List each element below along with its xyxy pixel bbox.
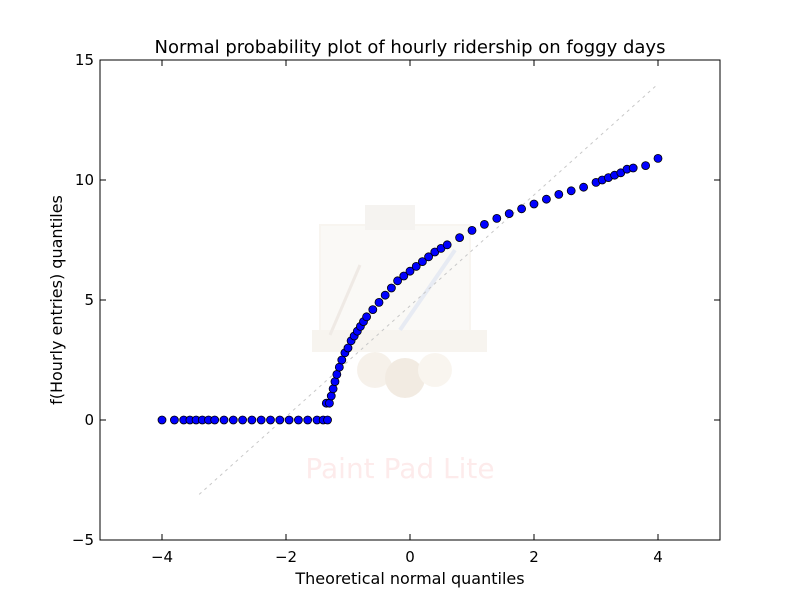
data-point: [293, 415, 303, 425]
data-point: [247, 415, 257, 425]
data-point: [368, 305, 378, 315]
data-point: [157, 415, 167, 425]
data-point: [219, 415, 229, 425]
y-tick-label: 5: [84, 291, 94, 309]
y-axis-ticks: −5 0 5 10 15: [72, 51, 720, 549]
data-point: [169, 415, 179, 425]
y-tick-label: −5: [72, 531, 94, 549]
y-tick-label: 0: [84, 411, 94, 429]
y-axis-title: f(Hourly entries) quantiles: [47, 195, 66, 405]
data-point: [411, 261, 421, 271]
data-point: [330, 377, 340, 387]
data-point: [374, 297, 384, 307]
data-point: [380, 290, 390, 300]
data-point: [504, 209, 514, 219]
y-tick-label: 10: [75, 171, 94, 189]
data-point: [362, 312, 372, 322]
data-point: [455, 233, 465, 243]
data-point: [492, 213, 502, 223]
data-point: [266, 415, 275, 425]
data-point: [324, 398, 334, 408]
data-point: [579, 182, 588, 192]
data-point: [529, 199, 539, 209]
data-point: [210, 415, 220, 425]
data-point: [479, 219, 489, 229]
data-point: [405, 266, 415, 276]
data-point: [328, 384, 338, 394]
data-point: [417, 257, 427, 267]
data-point: [228, 415, 238, 425]
x-tick-label: 0: [405, 548, 415, 566]
reference-line: [198, 83, 659, 495]
data-points: [157, 153, 663, 425]
data-point: [337, 355, 347, 365]
data-point: [424, 252, 434, 262]
data-point: [332, 369, 342, 379]
x-tick-label: −4: [151, 548, 173, 566]
data-point: [399, 271, 409, 281]
data-point: [343, 343, 353, 353]
data-point: [554, 189, 564, 199]
data-point: [238, 415, 248, 425]
watermark-text: Paint Pad Lite: [305, 452, 494, 485]
data-point: [326, 391, 336, 401]
data-point: [467, 225, 477, 235]
data-point: [566, 186, 576, 196]
data-point: [542, 194, 551, 204]
x-tick-label: 4: [653, 548, 663, 566]
chart-title: Normal probability plot of hourly riders…: [155, 37, 666, 58]
data-point: [653, 153, 663, 163]
data-point: [393, 276, 403, 286]
watermark: Paint Pad Lite: [305, 205, 495, 485]
x-tick-label: −2: [275, 548, 297, 566]
data-point: [323, 415, 332, 425]
data-point: [517, 204, 526, 214]
data-point: [303, 415, 313, 425]
data-point: [641, 161, 650, 171]
data-point: [386, 283, 396, 293]
data-point: [628, 163, 638, 173]
x-tick-label: 2: [529, 548, 539, 566]
data-point: [275, 415, 285, 425]
data-point: [284, 415, 294, 425]
y-tick-label: 15: [75, 51, 94, 69]
data-point: [442, 240, 452, 250]
x-axis-title: Theoretical normal quantiles: [294, 569, 524, 588]
data-point: [256, 415, 266, 425]
data-point: [334, 362, 344, 372]
x-axis-ticks: −4 −2 0 2 4: [151, 60, 663, 566]
